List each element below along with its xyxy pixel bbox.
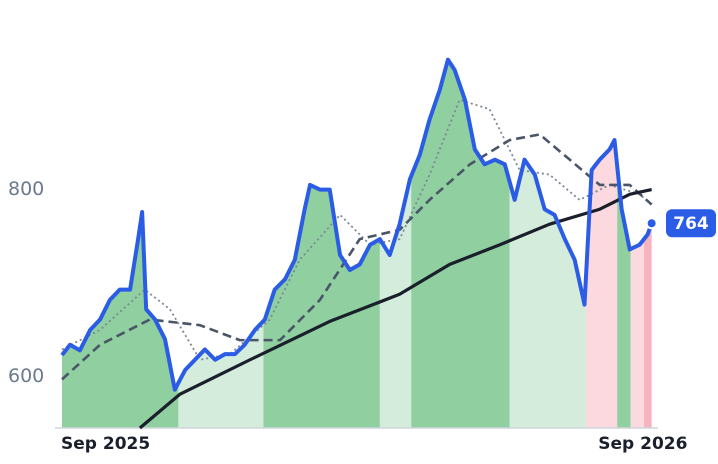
series-line (60, 57, 654, 392)
band-area (411, 59, 510, 428)
y-tick-label: 800 (8, 178, 44, 200)
x-tick-label: Sep 2026 (598, 434, 687, 454)
last-value-pill (666, 209, 716, 238)
band-area (630, 239, 645, 428)
band-area (644, 223, 652, 428)
last-value-label: 764 (673, 214, 709, 234)
band-area (617, 165, 631, 428)
band-area (62, 212, 179, 428)
band-area (263, 184, 380, 428)
x-tick-label: Sep 2025 (61, 434, 150, 454)
last-point (645, 217, 658, 230)
series-line (61, 98, 653, 361)
band-area (379, 175, 412, 428)
series-line (138, 188, 652, 430)
y-tick-label: 600 (8, 365, 44, 387)
band-area (509, 159, 586, 428)
